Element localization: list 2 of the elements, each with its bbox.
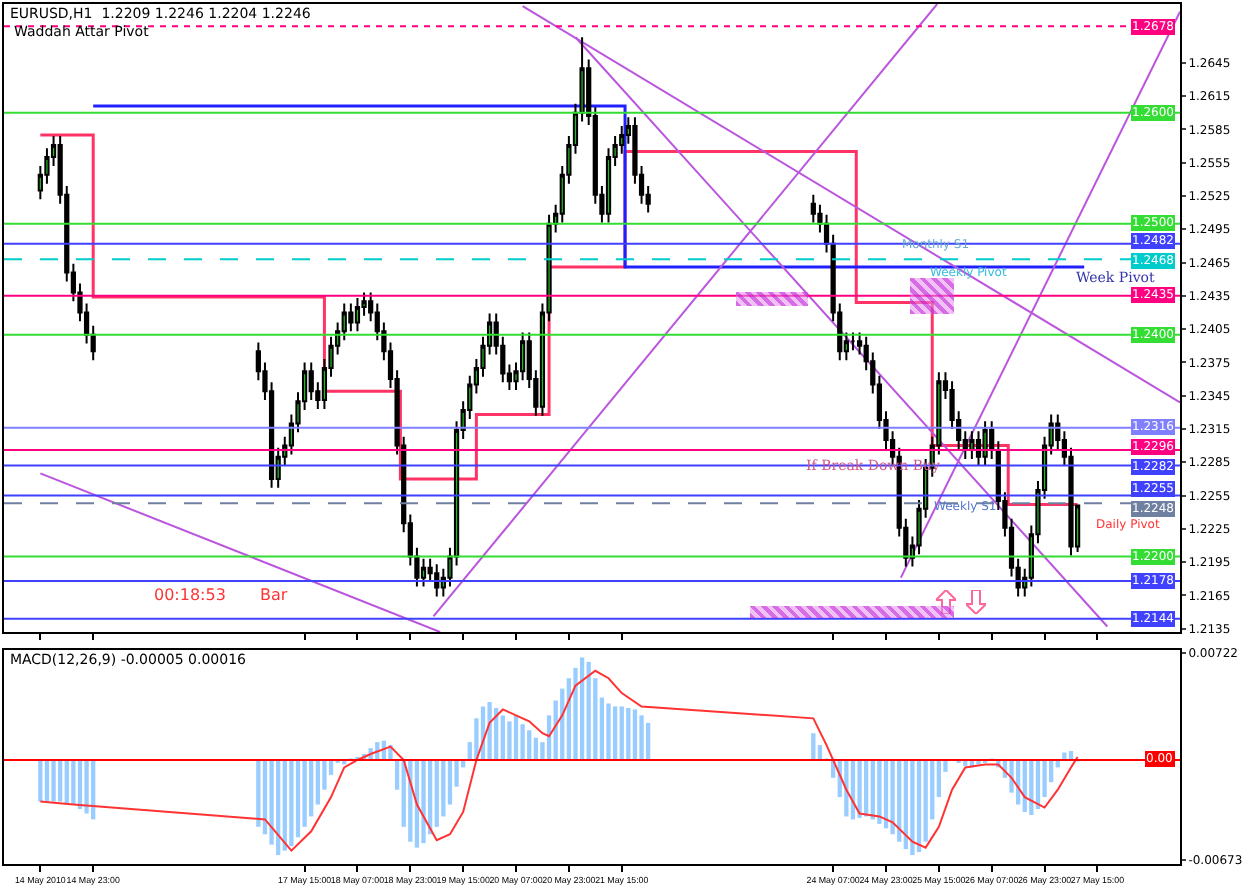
annotation: Bar <box>260 586 289 604</box>
annotation: 00:18:53 <box>154 586 226 604</box>
